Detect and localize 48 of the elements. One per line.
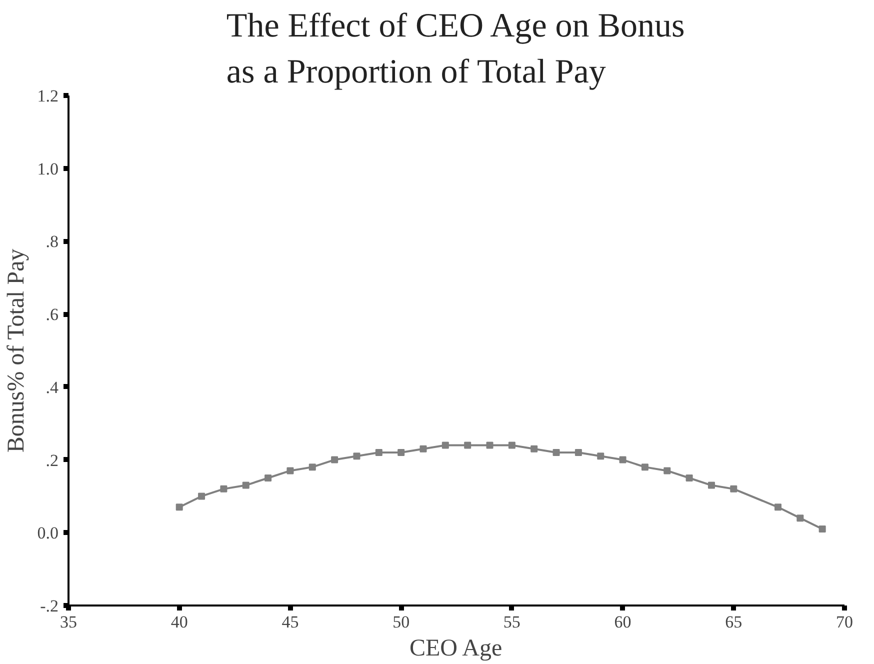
point <box>818 526 826 532</box>
x-tick-label: 55 <box>503 612 520 632</box>
point <box>664 467 671 474</box>
y-tick-label: .6 <box>46 305 58 324</box>
y-tick-label: 1.0 <box>37 159 58 178</box>
point <box>264 474 272 482</box>
point <box>708 482 715 489</box>
x-tick-label: 65 <box>725 612 742 632</box>
point <box>176 504 183 511</box>
point <box>508 442 516 449</box>
point <box>286 467 294 474</box>
point <box>331 456 338 464</box>
y-tick-label: .8 <box>46 232 58 252</box>
point <box>420 445 427 452</box>
x-tick-label: 60 <box>614 612 632 632</box>
x-tick-label: 35 <box>60 612 77 632</box>
x-axis-title: CEO Age <box>410 636 502 662</box>
chart-title: The Effect of CEO Age on Bonus as a Proportion of Total Pay <box>226 7 685 90</box>
point <box>375 449 382 456</box>
y-tick-label: .2 <box>46 450 58 470</box>
point <box>686 474 693 482</box>
point <box>398 449 405 456</box>
point <box>574 449 582 456</box>
point <box>486 442 494 449</box>
point <box>641 464 648 471</box>
point <box>619 456 626 464</box>
point <box>597 452 604 460</box>
y-axis-title: Bonus% of Total Pay <box>3 248 30 453</box>
x-tick-label: 70 <box>836 612 853 632</box>
x-tick-label: 45 <box>282 612 299 632</box>
point <box>730 485 738 492</box>
point <box>442 442 449 449</box>
point <box>353 452 360 460</box>
y-tick-label: 1.2 <box>37 86 58 106</box>
point <box>774 504 782 511</box>
point <box>242 482 250 489</box>
y-tick-label: 0.0 <box>37 524 58 543</box>
point <box>464 442 472 449</box>
point <box>198 492 206 500</box>
point <box>220 485 228 492</box>
point <box>796 514 804 522</box>
x-tick-label: 50 <box>392 612 410 632</box>
y-tick-label: .4 <box>46 378 59 397</box>
x-tick-label: 40 <box>170 612 188 632</box>
point <box>308 464 316 471</box>
y-tick-label: -.2 <box>40 596 59 616</box>
point <box>552 449 560 456</box>
point <box>530 445 538 452</box>
